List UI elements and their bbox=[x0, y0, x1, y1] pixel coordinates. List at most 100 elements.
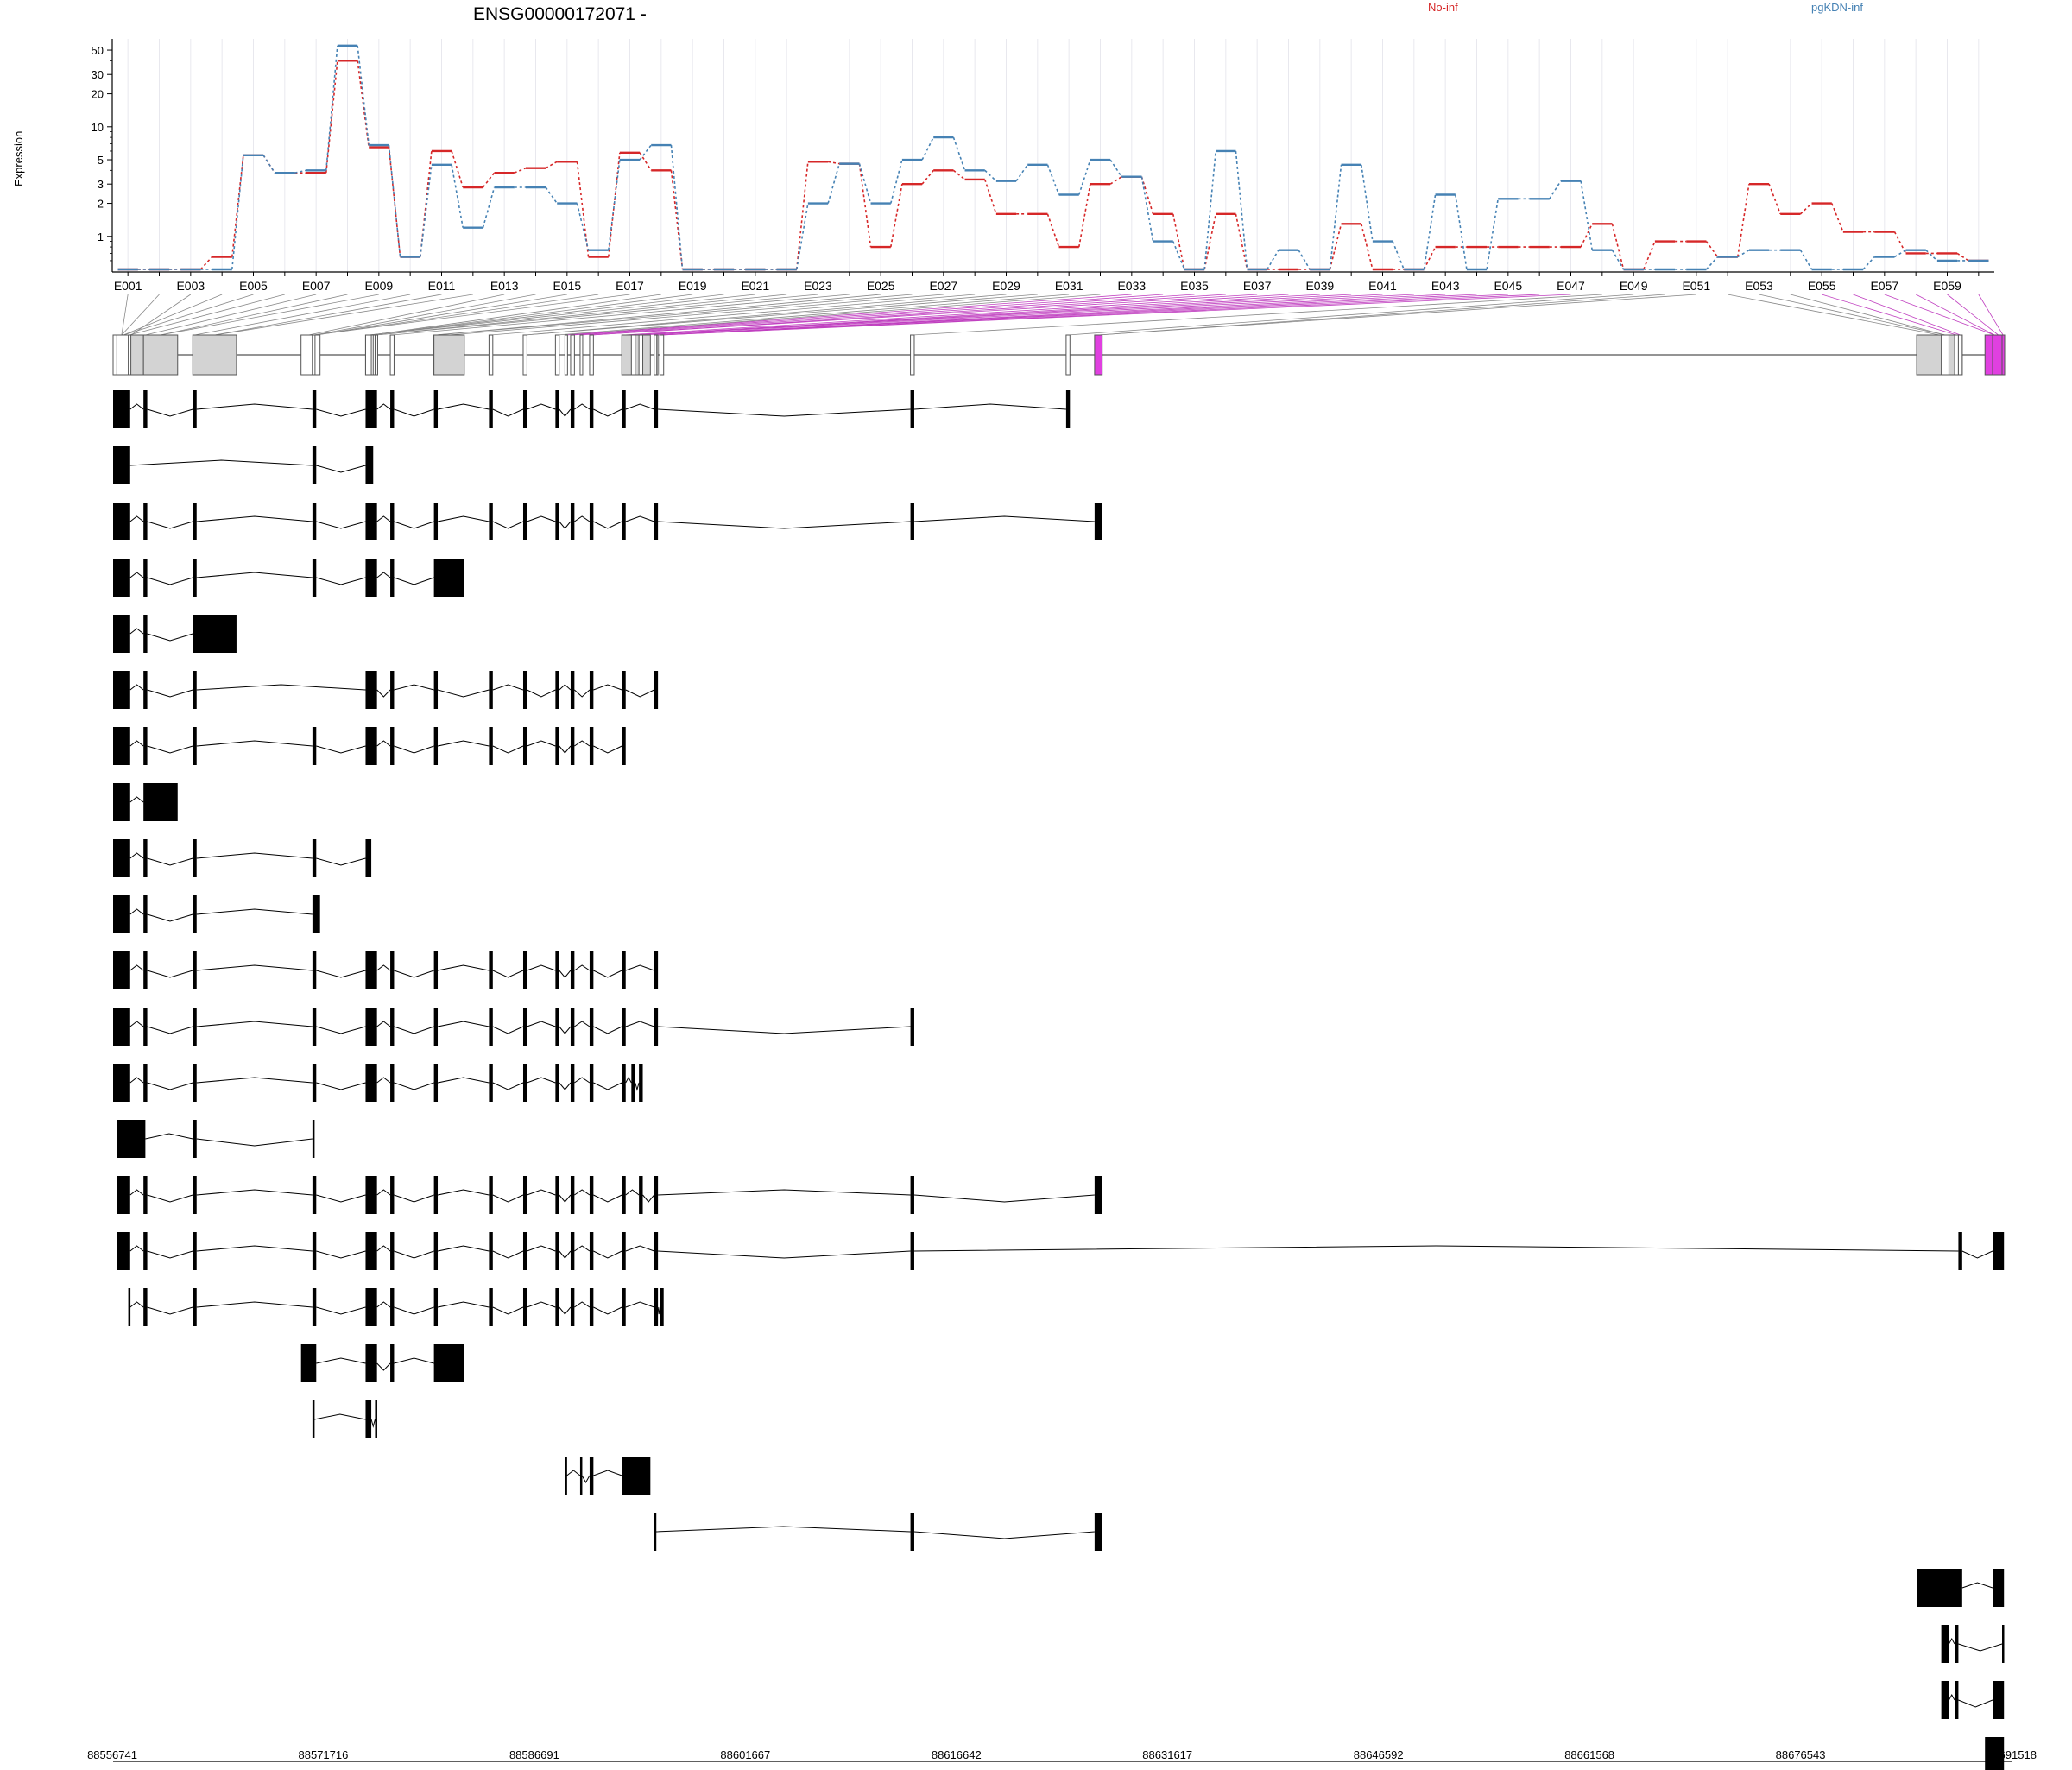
series-connector bbox=[1580, 180, 1593, 250]
intron-line bbox=[130, 403, 144, 410]
series-connector bbox=[1549, 180, 1562, 199]
intron-line bbox=[574, 515, 591, 522]
series-connector bbox=[1078, 159, 1091, 195]
intron-line bbox=[492, 521, 524, 529]
intron-line bbox=[527, 1021, 556, 1027]
intron-line bbox=[376, 964, 391, 971]
exon-block bbox=[312, 1400, 315, 1438]
transcript-20 bbox=[565, 1457, 651, 1495]
exon-block bbox=[143, 503, 148, 540]
exon-block bbox=[390, 1232, 395, 1270]
exon-block bbox=[522, 727, 527, 765]
genomic-coordinate-label: 88631617 bbox=[1142, 1748, 1192, 1761]
exon-block bbox=[1955, 1681, 1959, 1719]
exon-block bbox=[570, 503, 575, 540]
exon-block bbox=[143, 390, 148, 428]
series-connector bbox=[419, 164, 433, 257]
exon-block bbox=[555, 1064, 559, 1102]
exon-block bbox=[1941, 1625, 1949, 1663]
exon-connector bbox=[121, 294, 160, 336]
gene-model-exon bbox=[910, 334, 915, 376]
series-connector bbox=[514, 167, 527, 174]
series-connector bbox=[670, 144, 684, 270]
exon-label: E045 bbox=[1494, 279, 1522, 293]
exon-block bbox=[433, 1288, 439, 1326]
exon-block bbox=[1094, 1513, 1102, 1551]
series-connector bbox=[294, 169, 306, 174]
intron-line bbox=[394, 1026, 434, 1034]
intron-line bbox=[147, 970, 193, 978]
series-connector bbox=[1455, 194, 1468, 270]
exon-label: E059 bbox=[1933, 279, 1961, 293]
intron-line bbox=[394, 1357, 434, 1364]
intron-line bbox=[196, 1138, 313, 1147]
exon-connector bbox=[214, 294, 473, 336]
exon-connector bbox=[308, 294, 505, 336]
series-connector bbox=[1831, 203, 1844, 232]
exon-block bbox=[117, 1176, 130, 1214]
intron-line bbox=[394, 684, 434, 691]
exon-block bbox=[522, 671, 527, 709]
intron-line bbox=[437, 515, 490, 522]
exon-connector bbox=[661, 294, 1571, 336]
exon-block bbox=[570, 1232, 575, 1270]
series-connector bbox=[1046, 213, 1060, 248]
intron-line bbox=[574, 1301, 591, 1308]
exon-connector bbox=[565, 294, 1101, 336]
exon-block bbox=[555, 1176, 559, 1214]
exon-block bbox=[365, 951, 377, 989]
exon-label: E047 bbox=[1557, 279, 1585, 293]
exon-block bbox=[193, 615, 237, 653]
intron-line bbox=[196, 572, 313, 578]
exon-block bbox=[622, 1176, 626, 1214]
series-connector bbox=[1140, 176, 1154, 215]
intron-line bbox=[593, 684, 622, 691]
gene-model-exon bbox=[192, 334, 237, 376]
exon-block bbox=[143, 559, 148, 597]
gene-model-exon bbox=[142, 334, 179, 376]
intron-line bbox=[625, 1301, 654, 1308]
series-connector bbox=[1172, 241, 1185, 270]
intron-line bbox=[376, 1245, 391, 1252]
exon-block bbox=[365, 727, 377, 765]
series-connector bbox=[890, 159, 903, 204]
exon-block bbox=[489, 1288, 493, 1326]
exon-connector bbox=[129, 294, 285, 336]
intron-line bbox=[147, 521, 193, 529]
intron-line bbox=[130, 908, 144, 915]
exon-block bbox=[565, 1457, 567, 1495]
intron-line bbox=[394, 1082, 434, 1090]
exon-connector bbox=[194, 294, 411, 336]
exon-connector bbox=[654, 294, 1508, 336]
gene-model-exon bbox=[374, 334, 378, 376]
exon-block bbox=[433, 1064, 439, 1102]
intron-line bbox=[147, 689, 193, 698]
intron-line bbox=[316, 1082, 366, 1090]
exon-connector bbox=[371, 294, 693, 336]
exon-block bbox=[113, 783, 130, 821]
intron-line bbox=[559, 1082, 572, 1090]
genomic-coordinate-label: 88556741 bbox=[87, 1748, 137, 1761]
gene-model-exon bbox=[654, 334, 658, 376]
exon-block bbox=[365, 1288, 377, 1326]
transcript-4 bbox=[113, 559, 464, 597]
intron-line bbox=[492, 745, 524, 754]
exon-connector bbox=[1978, 294, 2004, 336]
series-connector bbox=[231, 155, 244, 270]
gene-model-exon bbox=[1941, 334, 1949, 376]
exon-label: E051 bbox=[1682, 279, 1710, 293]
series-connector bbox=[1611, 250, 1625, 270]
exon-block bbox=[654, 951, 659, 989]
series-connector bbox=[952, 169, 966, 180]
exon-connectors bbox=[121, 294, 2004, 336]
intron-line bbox=[130, 572, 144, 578]
series-connector bbox=[357, 45, 370, 146]
transcript-19 bbox=[312, 1400, 377, 1438]
exon-block bbox=[570, 390, 575, 428]
series-connector bbox=[482, 186, 496, 228]
exon-block bbox=[433, 727, 439, 765]
exon-block bbox=[390, 1008, 395, 1046]
exon-block bbox=[312, 839, 317, 877]
exon-block bbox=[312, 1008, 317, 1046]
